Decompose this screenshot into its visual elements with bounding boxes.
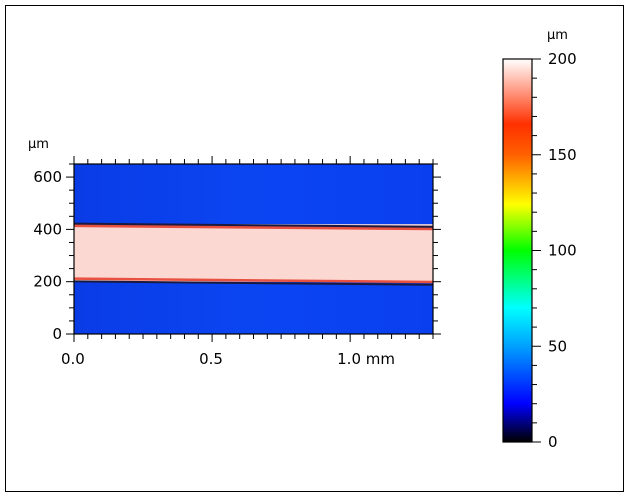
- heatmap-image: [73, 163, 434, 335]
- colorbar-tick-label: 0: [548, 433, 558, 451]
- region-lower-substrate: [74, 281, 433, 334]
- colorbar-unit-label: µm: [547, 28, 568, 43]
- y-tick-label: 200: [33, 273, 62, 291]
- x-tick-label: 0.0: [61, 350, 85, 368]
- x-tick-label: 1.0 mm: [337, 350, 395, 368]
- y-tick-label: 0: [52, 325, 62, 343]
- y-axis-unit-label: µm: [28, 137, 49, 152]
- colorbar-tick-label: 50: [548, 337, 567, 355]
- region-upper-substrate: [74, 164, 433, 225]
- raised-line-body: [74, 227, 433, 281]
- upper-edge-shadow: [73, 222, 434, 229]
- colorbar-gradient: [502, 58, 533, 443]
- lower-edge-line: [73, 276, 434, 284]
- colorbar-tick-label: 100: [548, 242, 577, 260]
- y-tick-label: 400: [33, 220, 62, 238]
- x-tick-label: 0.5: [199, 350, 223, 368]
- colorbar-tick-label: 150: [548, 146, 577, 164]
- upper-edge-line: [73, 224, 434, 231]
- y-tick-label: 600: [33, 168, 62, 186]
- colorbar: 0 50 100 150 200: [502, 50, 577, 451]
- lower-edge-shadow: [73, 280, 434, 286]
- colorbar-tick-label: 200: [548, 50, 577, 68]
- y-axis: 0 200 400 600: [33, 163, 441, 343]
- x-axis: 0.0 0.5 1.0 mm: [61, 156, 434, 368]
